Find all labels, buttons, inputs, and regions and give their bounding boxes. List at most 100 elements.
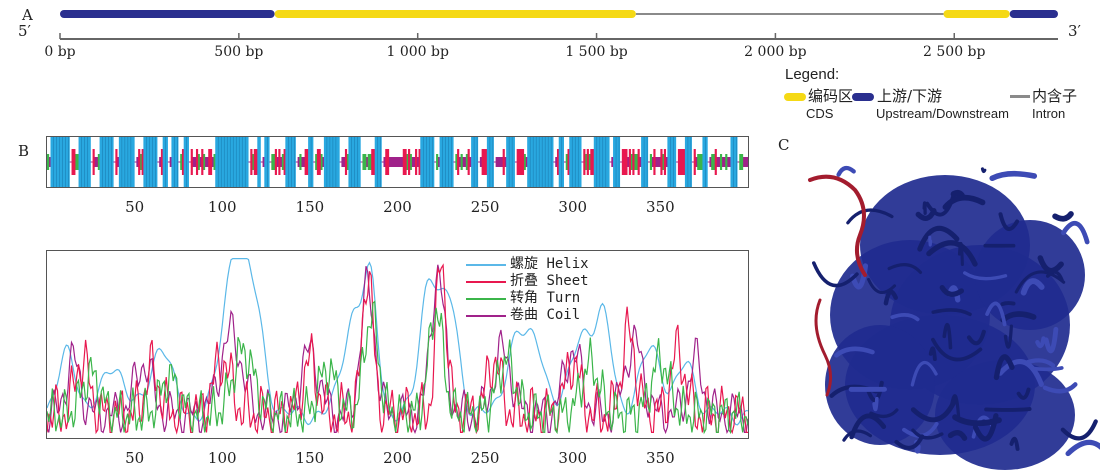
panel-a-label: A <box>22 6 33 24</box>
ribbon-strand <box>910 397 958 423</box>
turn-mark <box>588 154 591 170</box>
ss-tick-label: 300 <box>558 198 588 216</box>
turn-mark <box>719 154 723 170</box>
sheet-mark <box>160 149 164 175</box>
turn-mark <box>697 154 700 170</box>
sheet-mark <box>592 149 595 175</box>
coil-mark <box>411 157 414 167</box>
turn-mark <box>281 154 284 170</box>
ribbon-strand <box>834 346 875 358</box>
turn-mark <box>523 154 526 170</box>
ribbon-strand <box>1020 278 1045 296</box>
helix-block <box>730 137 738 187</box>
coil-mark <box>504 157 507 167</box>
legend-helix-en: Helix <box>546 256 589 272</box>
turn-mark <box>460 154 463 170</box>
legend-helix: 螺旋 Helix <box>466 256 589 273</box>
ss-tick-label: 100 <box>207 198 237 216</box>
ribbon-strand <box>942 194 986 210</box>
turn-mark <box>436 154 439 170</box>
turn-mark <box>315 154 318 170</box>
turn-mark <box>635 154 638 170</box>
turn-mark <box>739 154 742 170</box>
helix-block <box>99 137 114 187</box>
ribbon-strand <box>872 396 879 412</box>
sheet-mark <box>518 149 521 175</box>
ribbon-strand <box>836 165 856 177</box>
profile-legend: 螺旋 Helix 折叠 Sheet 转角 Turn 卷曲 Coil <box>466 256 589 324</box>
coil-mark <box>416 157 419 167</box>
turn-mark <box>252 154 255 170</box>
ribbon-strand <box>931 337 983 362</box>
gene-segments <box>60 10 1058 18</box>
helix-block <box>471 137 479 187</box>
coil-mark <box>695 157 698 167</box>
sheet-mark <box>316 149 320 175</box>
ribbon-strand <box>883 289 898 306</box>
sheet-mark <box>621 149 624 175</box>
helix-block <box>486 137 494 187</box>
sheet-mark <box>520 149 523 175</box>
sheet-mark <box>628 149 631 175</box>
secondary-structure-bar <box>46 136 749 188</box>
helix-block <box>143 137 158 187</box>
turn-mark <box>364 154 367 170</box>
coil-mark <box>495 157 498 167</box>
turn-mark <box>320 154 323 170</box>
three-prime-label: 3′ <box>1068 22 1081 40</box>
coil-mark <box>365 157 369 167</box>
sheet-mark <box>195 149 199 175</box>
sheet-mark <box>418 149 421 175</box>
coil-mark <box>499 157 502 167</box>
sheet-mark <box>567 149 570 175</box>
turn-mark <box>180 154 183 170</box>
coil-mark <box>437 157 440 167</box>
coil-mark <box>48 157 51 167</box>
ribbon-strand <box>1052 211 1074 222</box>
turn-line <box>46 300 749 435</box>
coil-mark <box>728 157 731 167</box>
helix-block <box>558 137 564 187</box>
protein-domain <box>935 360 1075 470</box>
coil-mark <box>658 157 661 167</box>
coil-mark <box>464 157 467 167</box>
coil-mark <box>322 157 325 167</box>
sheet-mark <box>404 149 407 175</box>
helix-blocks <box>50 137 738 187</box>
helix-block <box>506 137 515 187</box>
coil-mark <box>169 157 172 167</box>
ribbon-strand <box>867 277 897 294</box>
bp-tick-label: 500 bp <box>214 44 264 60</box>
secondary-structure-profile-plot <box>46 250 749 439</box>
panel-b-label: B <box>18 142 30 160</box>
coil-mark <box>726 157 730 167</box>
helix-block <box>50 137 70 187</box>
gene-segment-upstream <box>1009 10 1058 18</box>
helix-block <box>285 137 296 187</box>
coil-mark <box>395 157 398 167</box>
plot-tick-label: 250 <box>470 449 500 467</box>
bp-ticks <box>59 33 956 39</box>
sheet-mark <box>274 149 277 175</box>
sheet-mark <box>385 149 388 175</box>
coil-mark <box>611 157 614 167</box>
turn-mark <box>585 154 588 170</box>
sheet-mark <box>683 149 686 175</box>
coil-mark <box>343 157 346 167</box>
turn-mark <box>213 154 216 170</box>
sheet-mark <box>693 149 696 175</box>
ribbon-strand <box>887 263 923 274</box>
coil-mark <box>94 157 97 167</box>
ss-tick-label: 350 <box>646 198 675 216</box>
profile-svg <box>46 258 749 435</box>
coil-mark <box>709 157 712 167</box>
sheet-mark <box>556 149 560 175</box>
ribbon-strand <box>984 407 1032 412</box>
legend-cds-en: CDS <box>806 106 834 121</box>
helix-block <box>323 137 340 187</box>
coil-mark <box>199 157 202 167</box>
sheet-mark <box>283 149 286 175</box>
helix-block <box>641 137 649 187</box>
ribbon-strand <box>812 261 859 288</box>
sheet-mark <box>402 149 405 175</box>
